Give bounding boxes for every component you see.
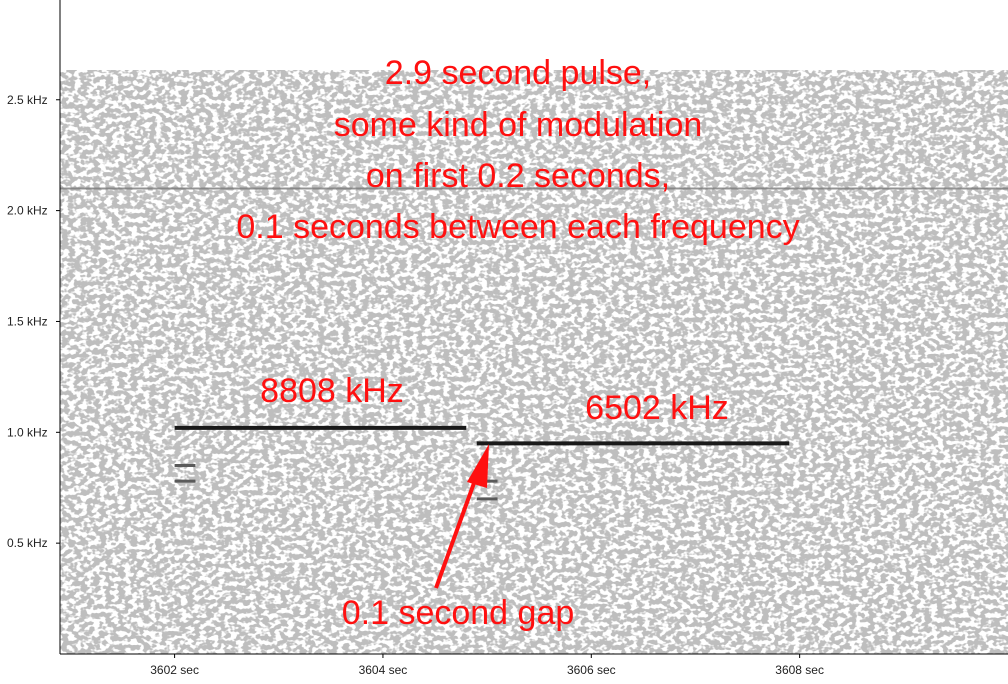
- gap-arrow-shaft: [434, 471, 480, 589]
- y-axis-ticks: 0.5 kHz 1.0 kHz 1.5 kHz 2.0 kHz 2.5 kHz: [7, 93, 60, 550]
- annotation-line-3: on first 0.2 seconds,: [366, 157, 670, 195]
- noise-texture: [60, 70, 1008, 654]
- x-tick-label: 3608 sec: [775, 663, 824, 677]
- tone2-label: 6502 kHz: [585, 389, 729, 427]
- y-tick-label: 0.5 kHz: [7, 536, 48, 550]
- gap-arrow: [434, 444, 489, 589]
- x-tick-label: 3602 sec: [150, 663, 199, 677]
- y-tick-label: 1.0 kHz: [7, 425, 48, 439]
- annotation-line-1: 2.9 second pulse,: [385, 54, 652, 92]
- gap-label: 0.1 second gap: [342, 594, 575, 632]
- title-annotation: 2.9 second pulse, some kind of modulatio…: [236, 54, 799, 246]
- plot-area: [60, 0, 1008, 654]
- annotation-line-4: 0.1 seconds between each frequency: [236, 208, 799, 246]
- gap-arrow-head: [467, 444, 489, 488]
- noise-fade-top: [60, 0, 1008, 70]
- y-tick-label: 2.0 kHz: [7, 204, 48, 218]
- x-tick-label: 3606 sec: [567, 663, 616, 677]
- annotation-line-2: some kind of modulation: [334, 106, 703, 144]
- y-tick-label: 2.5 kHz: [7, 93, 48, 107]
- tones-group: [174, 425, 790, 446]
- tone1-label: 8808 kHz: [260, 372, 404, 410]
- x-axis-ticks: 3602 sec 3604 sec 3606 sec 3608 sec: [150, 654, 824, 677]
- x-tick-label: 3604 sec: [359, 663, 408, 677]
- y-tick-label: 1.5 kHz: [7, 314, 48, 328]
